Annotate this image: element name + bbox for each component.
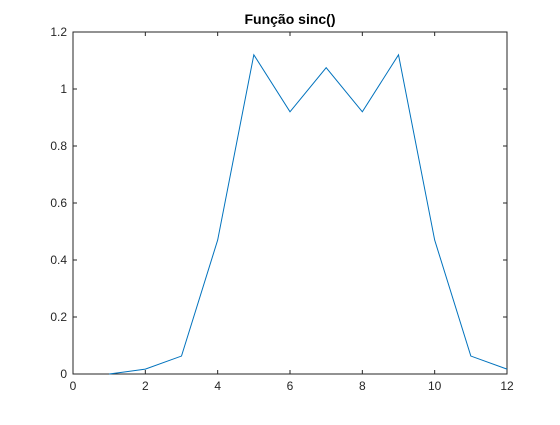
x-tick-label: 4 [214,379,221,393]
chart-title: Função sinc() [244,11,335,27]
y-tick-label: 1 [60,82,67,96]
y-tick-label: 0.2 [50,310,67,324]
axes-box [73,32,507,374]
x-tick-label: 6 [287,379,294,393]
y-tick-label: 1.2 [50,25,67,39]
y-tick-label: 0.8 [50,139,67,153]
x-tick-label: 8 [359,379,366,393]
y-tick-label: 0.6 [50,196,67,210]
y-tick-label: 0 [60,367,67,381]
x-tick-label: 2 [142,379,149,393]
x-tick-label: 12 [500,379,514,393]
x-tick-label: 0 [70,379,77,393]
y-tick-label: 0.4 [50,253,67,267]
x-tick-label: 10 [428,379,442,393]
plot-area: 0 2 4 6 8 10 12 0 0.2 0.4 0.6 0.8 1 1.2 [50,25,514,393]
